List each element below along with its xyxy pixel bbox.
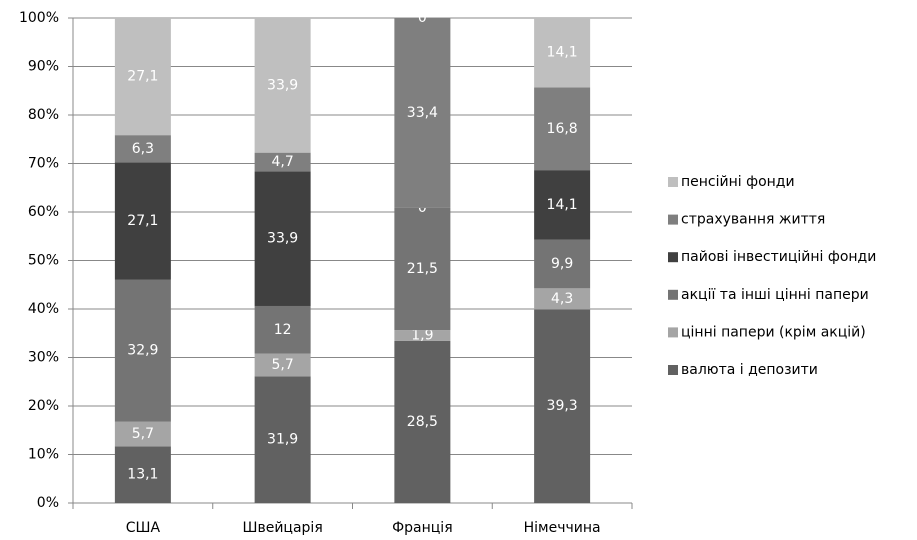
value-label: 4,7 — [271, 154, 293, 170]
legend-label: страхування життя — [681, 212, 825, 228]
value-label: 28,5 — [407, 414, 438, 430]
y-tick-label: 50% — [28, 253, 59, 269]
value-label: 31,9 — [267, 432, 298, 448]
legend-label: валюта і депозити — [681, 362, 818, 378]
value-label: 27,1 — [127, 213, 158, 229]
legend-swatch — [668, 327, 678, 338]
bar-segment — [394, 207, 451, 331]
x-tick-label: Франція — [392, 520, 453, 536]
value-label: 1,9 — [411, 328, 433, 344]
value-label: 13,1 — [127, 467, 158, 483]
y-tick-label: 30% — [28, 350, 59, 366]
bar-segment — [534, 288, 591, 310]
value-label: 27,1 — [127, 69, 158, 85]
value-label: 39,3 — [547, 398, 578, 414]
bar-segment — [114, 446, 171, 503]
value-label: 33,9 — [267, 231, 298, 247]
y-tick-label: 60% — [28, 204, 59, 220]
legend-label: цінні папери (крім акцій) — [681, 324, 866, 340]
bar-segment — [254, 152, 311, 172]
y-tick-label: 80% — [28, 107, 59, 123]
y-tick-label: 100% — [19, 10, 59, 26]
y-tick-label: 10% — [28, 447, 59, 463]
legend-swatch — [668, 365, 678, 375]
y-tick-label: 90% — [28, 59, 59, 75]
bar-segment — [114, 135, 171, 163]
value-label: 21,5 — [407, 261, 438, 277]
value-label: 0 — [418, 10, 427, 26]
y-tick-label: 70% — [28, 156, 59, 172]
bar-segment — [114, 421, 171, 447]
y-tick-label: 0% — [37, 495, 59, 511]
bar-segment — [114, 162, 171, 280]
value-label: 14,1 — [547, 197, 578, 213]
x-tick-label: США — [126, 520, 161, 536]
legend-swatch — [668, 289, 678, 300]
value-label: 12 — [274, 322, 292, 338]
value-label: 5,7 — [271, 357, 293, 373]
bar-segment — [254, 18, 311, 153]
x-tick-label: Німеччина — [524, 520, 601, 536]
bar-segment — [534, 18, 591, 88]
bar-segment — [394, 330, 451, 341]
bar-segment — [534, 170, 591, 240]
bar-segment — [114, 18, 171, 136]
value-label: 4,3 — [551, 291, 573, 307]
bar-segment — [534, 239, 591, 289]
bar-segment — [254, 353, 311, 377]
value-label: 5,7 — [132, 426, 154, 442]
bar-segment — [534, 309, 591, 503]
bar-segment — [254, 376, 311, 503]
value-label: 9,9 — [551, 256, 573, 272]
x-tick-label: Швейцарія — [243, 520, 323, 536]
value-label: 33,4 — [407, 105, 438, 121]
bar-segment — [394, 18, 451, 208]
legend-label: пенсійні фонди — [681, 174, 795, 190]
legend-swatch — [668, 252, 678, 263]
legend-label: акції та інші цінні папери — [681, 287, 869, 303]
bar-segment — [254, 171, 311, 306]
bar-segment — [114, 279, 171, 422]
value-label: 33,9 — [267, 77, 298, 93]
legend-swatch — [668, 177, 678, 187]
legend-swatch — [668, 214, 678, 225]
bar-segment — [534, 87, 591, 171]
value-label: 16,8 — [547, 121, 578, 137]
y-tick-label: 40% — [28, 301, 59, 317]
value-label: 14,1 — [547, 45, 578, 61]
legend-label: пайові інвестиційні фонди — [681, 249, 876, 265]
value-label: 6,3 — [132, 141, 154, 157]
bar-segment — [394, 340, 451, 503]
y-tick-label: 20% — [28, 398, 59, 414]
value-label: 32,9 — [127, 343, 158, 359]
bar-segment — [254, 305, 311, 354]
